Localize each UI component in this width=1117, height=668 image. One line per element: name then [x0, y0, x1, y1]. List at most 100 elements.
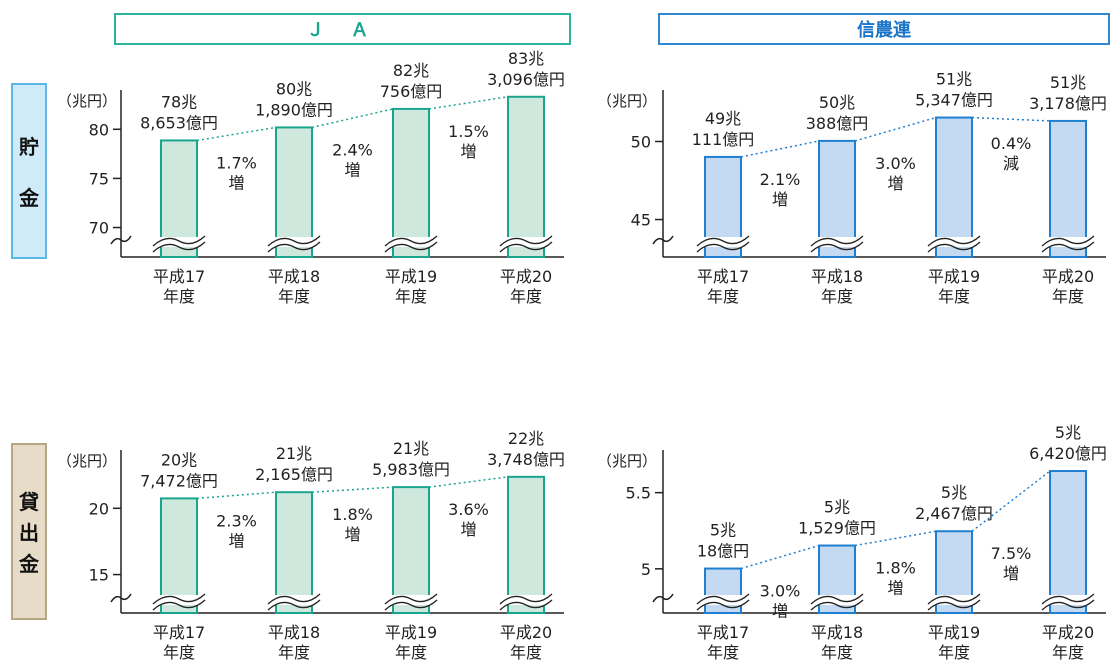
y-tick-label: 50 — [631, 133, 651, 152]
category-label-era: 平成19 — [928, 267, 980, 286]
y-axis-break-mark — [652, 235, 674, 245]
bar-break-wave-upper — [696, 235, 750, 247]
bar-break-wave-upper — [499, 235, 553, 247]
bar — [507, 475, 545, 614]
value-label-oku: 388億円 — [806, 114, 869, 133]
ja-header-label: Ｊ Ａ — [306, 20, 379, 41]
y-tick-label: 20 — [89, 499, 109, 518]
value-label-oku: 756億円 — [380, 82, 443, 101]
bar-break-gap — [501, 237, 551, 247]
bar-break-gap — [154, 237, 204, 247]
trend-dotted-line — [971, 116, 1051, 122]
growth-direction-label: 増 — [344, 525, 360, 544]
value-label-oku: 111億円 — [692, 130, 755, 149]
value-label-cho: 21兆 — [276, 444, 312, 463]
bar-break-gap — [698, 595, 748, 605]
bar — [1049, 470, 1087, 614]
bar-break-wave-upper — [267, 235, 321, 247]
loans-row-char: 貸 — [19, 490, 39, 514]
category-label-year: 年度 — [821, 643, 853, 662]
growth-rate-label: 2.3% — [216, 511, 257, 530]
category-label-era: 平成20 — [1042, 267, 1094, 286]
shinnoren-column-header: 信農連 — [658, 13, 1110, 45]
value-label-cho: 51兆 — [1050, 73, 1086, 92]
y-tick-label: 80 — [89, 120, 109, 139]
trend-dotted-line — [311, 108, 394, 129]
bar-break-wave-lower — [499, 599, 553, 611]
bar-break-gap — [929, 237, 979, 247]
growth-rate-label: 1.7% — [216, 153, 257, 172]
category-label-era: 平成19 — [385, 623, 437, 642]
bar-break-wave-upper — [810, 593, 864, 605]
bar-break-wave-upper — [499, 593, 553, 605]
trend-dotted-line — [196, 491, 277, 500]
category-label-era: 平成18 — [811, 267, 863, 286]
bar — [1049, 119, 1087, 259]
value-label-oku: 1,529億円 — [798, 519, 876, 538]
bar — [275, 491, 313, 614]
value-label-oku: 1,890億円 — [255, 100, 333, 119]
category-label-era: 平成17 — [697, 623, 749, 642]
growth-rate-label: 3.6% — [448, 500, 489, 519]
trend-dotted-line — [854, 530, 937, 547]
bar-break-gap — [386, 237, 436, 247]
category-label-year: 年度 — [278, 643, 310, 662]
category-label-era: 平成19 — [928, 623, 980, 642]
bar-break-wave-lower — [1041, 241, 1095, 253]
category-label-era: 平成20 — [1042, 623, 1094, 642]
bar-break-gap — [929, 595, 979, 605]
category-label-era: 平成18 — [811, 623, 863, 642]
bar — [392, 107, 430, 258]
value-label-cho: 49兆 — [705, 109, 741, 128]
value-label-cho: 51兆 — [936, 70, 972, 89]
growth-rate-label: 7.5% — [991, 544, 1032, 563]
category-label-year: 年度 — [1052, 643, 1084, 662]
value-label-oku: 2,467億円 — [915, 504, 993, 523]
value-label-oku: 3,178億円 — [1029, 94, 1107, 113]
bar-break-wave-lower — [152, 241, 206, 253]
value-label-oku: 3,748億円 — [487, 450, 565, 469]
bar-break-gap — [154, 595, 204, 605]
value-label-oku: 3,096億円 — [487, 70, 565, 89]
category-label-year: 年度 — [278, 287, 310, 306]
bar-break-gap — [1043, 237, 1093, 247]
ja-column-header: Ｊ Ａ — [114, 13, 571, 45]
value-label-oku: 18億円 — [697, 542, 749, 561]
savings-row-char: 金 — [19, 186, 39, 210]
value-label-oku: 5,983億円 — [372, 460, 450, 479]
bar-break-gap — [812, 237, 862, 247]
y-axis-break-mark — [110, 593, 132, 603]
category-label-year: 年度 — [395, 287, 427, 306]
trend-dotted-line — [428, 476, 509, 488]
value-label-oku: 6,420億円 — [1029, 444, 1107, 463]
category-label-year: 年度 — [938, 643, 970, 662]
bar-break-wave-upper — [696, 593, 750, 605]
value-label-cho: 83兆 — [508, 49, 544, 68]
y-axis-break-mark — [110, 235, 132, 245]
bar-break-wave-upper — [384, 235, 438, 247]
bar — [704, 567, 742, 614]
category-label-era: 平成19 — [385, 267, 437, 286]
value-label-cho: 80兆 — [276, 79, 312, 98]
y-tick-label: 15 — [89, 566, 109, 585]
category-label-year: 年度 — [510, 643, 542, 662]
bar-break-wave-upper — [927, 235, 981, 247]
trend-dotted-line — [740, 544, 820, 570]
trend-dotted-line — [971, 470, 1051, 532]
bar-break-gap — [269, 237, 319, 247]
growth-direction-label: 減 — [1003, 154, 1019, 173]
category-label-era: 平成17 — [153, 267, 205, 286]
value-label-cho: 21兆 — [393, 439, 429, 458]
growth-rate-label: 2.4% — [332, 140, 373, 159]
bar-break-gap — [812, 595, 862, 605]
category-label-year: 年度 — [163, 287, 195, 306]
bar-break-wave-lower — [267, 599, 321, 611]
value-label-cho: 20兆 — [161, 450, 197, 469]
bar-break-wave-upper — [1041, 593, 1095, 605]
value-label-cho: 5兆 — [941, 483, 967, 502]
bar — [935, 116, 973, 258]
loans-row-label: 貸 出 金 — [11, 443, 47, 620]
category-label-era: 平成20 — [500, 267, 552, 286]
growth-direction-label: 増 — [887, 579, 903, 598]
growth-direction-label: 増 — [228, 173, 244, 192]
